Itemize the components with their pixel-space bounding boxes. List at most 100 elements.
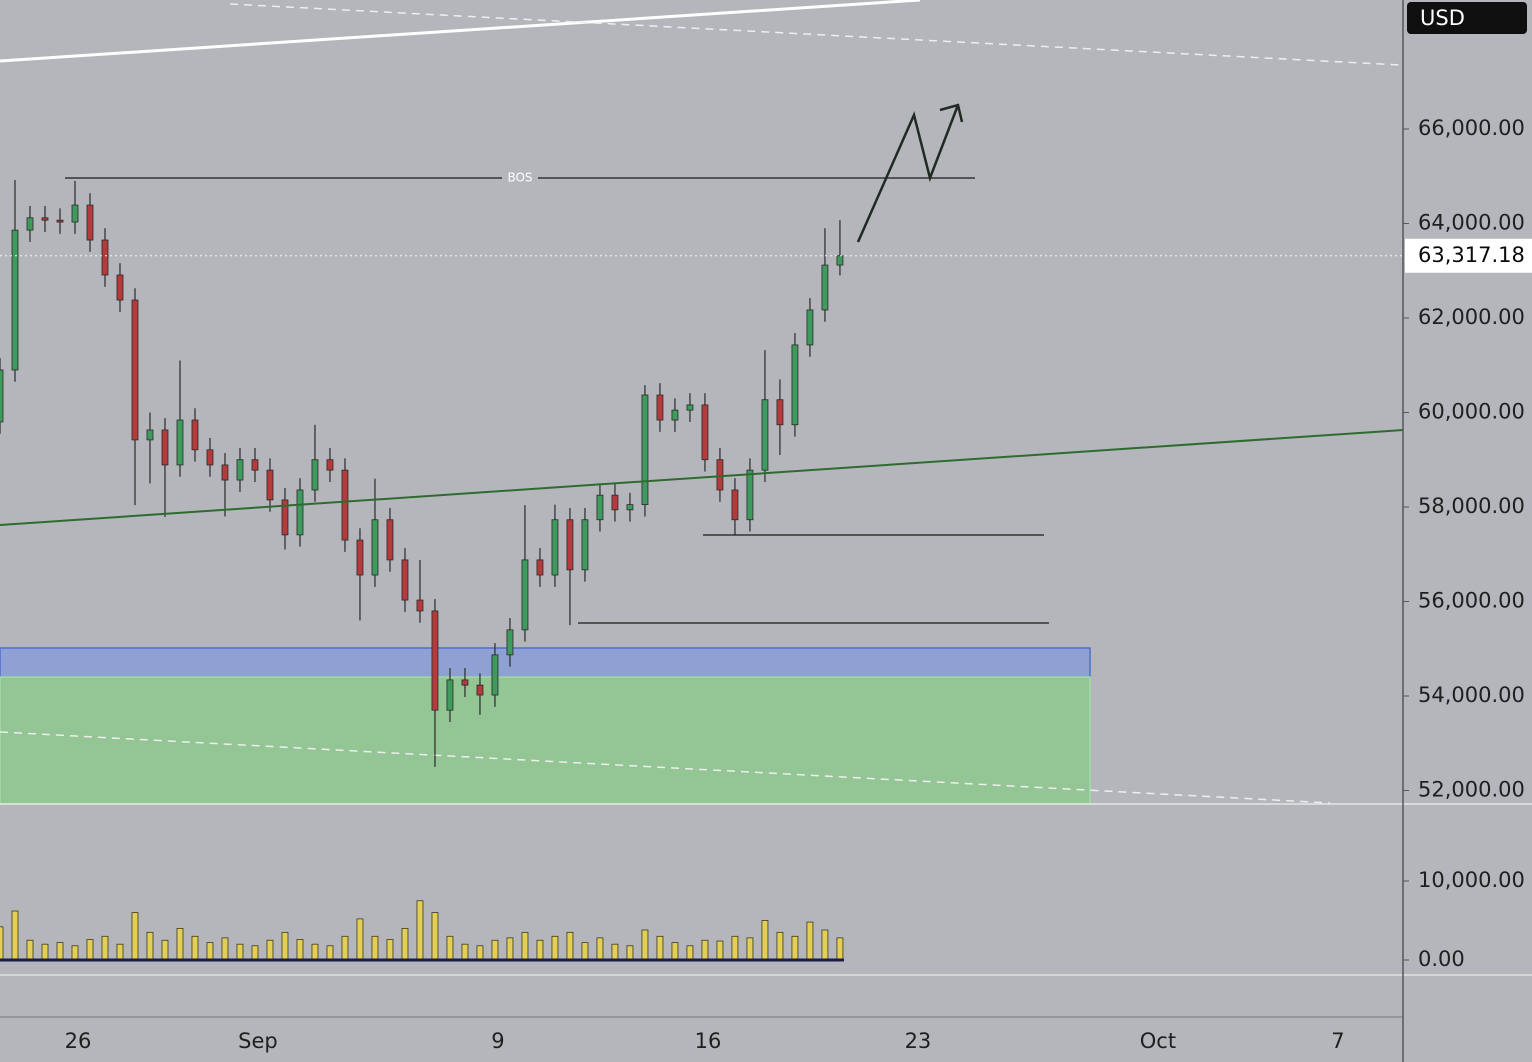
last-price-box [1405,238,1532,273]
volume-bar [776,931,784,961]
currency-box [1407,2,1527,34]
plot [0,180,1403,962]
volume-bar [356,918,364,961]
volume-bar [386,939,394,961]
candle-body [521,559,529,631]
volume-bar [41,943,49,961]
candle-body [56,219,64,223]
candle-body [731,489,739,521]
axes: 26 Sep 9 16 23 Oct 7 52,000.00 54,000.00 56,000.0… [65,116,1532,1053]
volume-bar [791,935,799,961]
candle-body [641,394,649,506]
bos-label: BOS [507,171,532,185]
volume-bar [0,926,4,961]
candle-body [461,679,469,686]
volume-bar [341,935,349,961]
candle-body [806,309,814,346]
y-tick-label: 0.00 [1418,947,1465,971]
volume-bar [821,929,829,961]
volume-bar [536,939,544,961]
x-tick-label: 9 [491,1029,504,1053]
last-price-label: 63,317.18 [1418,243,1525,267]
volume-bar [761,920,769,961]
trendline-white [0,0,921,63]
trendline-green [0,429,1404,526]
volume-bar [401,927,409,961]
projection-arrow [856,104,960,243]
y-tick-label: 62,000.00 [1418,305,1525,329]
volume-bar [281,931,289,961]
candle-body [491,654,499,696]
candle-body [341,469,349,541]
candle-body [311,459,319,491]
volume-bar [296,939,304,961]
volume-bar [461,943,469,961]
y-tick-label: 64,000.00 [1418,210,1525,234]
candle-body [836,255,844,266]
candle-body [41,217,49,221]
volume-bar [806,921,814,961]
currency-label: USD [1420,6,1465,30]
volume-bar [266,939,274,961]
candle-body [86,204,94,241]
y-tick-label: 56,000.00 [1418,588,1525,612]
candle-body [221,464,229,481]
volume-bar [161,939,169,961]
volume-bar [326,945,334,961]
candle-body [776,399,784,426]
candle-body [791,344,799,426]
volume-bar [626,945,634,961]
volume-bar [611,943,619,961]
candle-body [11,229,19,371]
volume-bar [86,939,94,961]
y-tick-label: 66,000.00 [1418,116,1525,140]
candle-body [356,539,364,576]
candle-body [596,494,604,521]
candle-body [476,684,484,696]
y-tick-label: 60,000.00 [1418,399,1525,423]
volume-bar [71,945,79,961]
candle-body [746,469,754,521]
candle-body [251,459,259,471]
candle-body [0,369,4,423]
volume-bar [566,931,574,961]
candle-body [116,274,124,301]
volume-bar [701,939,709,961]
arrow-head [939,103,964,123]
candle-body [536,559,544,576]
x-tick-label: 7 [1331,1029,1344,1053]
candle-body [581,519,589,571]
volume-bar [431,912,439,961]
candle-body [191,419,199,451]
candle-body [626,504,634,511]
x-tick-label: 26 [65,1029,92,1053]
volume-bar [521,931,529,961]
volume-bar [116,943,124,961]
x-tick-label: 23 [905,1029,932,1053]
candle-body [266,469,274,501]
volume-bar [311,943,319,961]
candle-body [686,404,694,411]
volume-bar [416,900,424,961]
candle-body [401,559,409,601]
volume-bar [671,942,679,961]
candle-body [611,494,619,511]
x-tick-label: Oct [1140,1029,1176,1053]
volume-bar [551,935,559,961]
volume-bar [221,937,229,961]
volume-bar [371,935,379,961]
y-tick-label: 54,000.00 [1418,683,1525,707]
volume-bar [101,935,109,961]
volume-bar [746,937,754,961]
y-tick-label: 52,000.00 [1418,777,1525,801]
candle-body [716,459,724,491]
candle-body [416,599,424,612]
candle-body [176,419,184,466]
volume-bar [146,931,154,961]
volume-bar [11,910,19,961]
y-tick-label: 10,000.00 [1418,868,1525,892]
candle-body [506,629,514,656]
x-tick-label: Sep [238,1029,278,1053]
volume-bar [581,942,589,961]
